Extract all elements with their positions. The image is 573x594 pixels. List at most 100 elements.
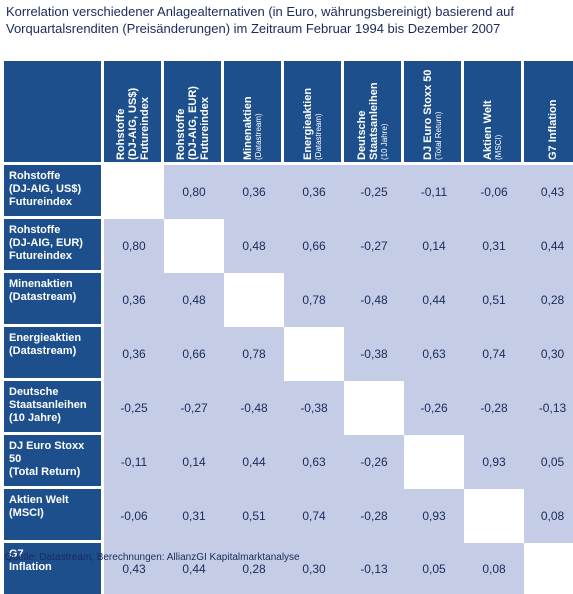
correlation-value: 0,74 (302, 509, 326, 523)
row-header-label: Rohstoffe (9, 170, 61, 182)
correlation-cell: -0,13 (344, 543, 404, 594)
column-header-label: G7 Inflation (546, 99, 559, 160)
row-header-label: Futureindex (9, 250, 72, 262)
column-header-label: Minenaktien (241, 95, 254, 160)
title-line-2: Vorquartalsrenditen (Preisänderungen) im… (6, 21, 501, 36)
correlation-cell: -0,27 (164, 381, 224, 435)
correlation-value: -0,28 (360, 509, 388, 523)
correlation-cell: 0,48 (224, 219, 284, 273)
column-header-text: Rohstoffe (DJ-AIG, EUR) Futureindex (175, 64, 211, 160)
correlation-value: 0,44 (242, 455, 266, 469)
correlation-value: 0,08 (482, 561, 506, 576)
correlation-cell: 0,93 (464, 435, 524, 489)
column-header-text: Energieaktien (Datastream) (302, 64, 324, 160)
correlation-cell: 0,43 (104, 543, 164, 594)
column-header-label: Rohstoffe (114, 108, 127, 160)
column-header: G7 Inflation (524, 61, 573, 162)
column-header-text: Deutsche Staatsanleihen (10 Jahre) (356, 64, 390, 160)
correlation-value: 0,14 (422, 239, 446, 253)
correlation-cell: 0,44 (224, 435, 284, 489)
correlation-value: -0,25 (120, 401, 148, 415)
row-header: Aktien Welt (MSCI) (4, 489, 101, 540)
row-header: G7 Inflation (4, 543, 101, 594)
correlation-value: 0,44 (182, 561, 206, 576)
row-header-label: (Datastream) (9, 345, 77, 357)
correlation-value: 0,28 (540, 293, 565, 307)
row-header-label: Deutsche (9, 386, 59, 398)
row-header-label: Energieaktien (9, 332, 82, 344)
column-header-text: DJ Euro Stoxx 50 (Total Return) (422, 64, 444, 159)
column-header-label: Rohstoffe (174, 108, 187, 160)
correlation-value: 0,31 (182, 509, 206, 523)
correlation-cell: 0,78 (224, 327, 284, 381)
correlation-value: 0,36 (122, 293, 146, 307)
correlation-cell: 0,14 (404, 219, 464, 273)
correlation-value: -0,48 (360, 293, 388, 307)
diagonal-cell (524, 543, 573, 594)
correlation-value: 0,93 (422, 509, 446, 523)
title-line-1: Korrelation verschiedener Anlagealternat… (6, 4, 515, 19)
row-header-label: Aktien Welt (9, 494, 69, 506)
correlation-cell: -0,48 (224, 381, 284, 435)
correlation-cell: 0,78 (284, 273, 344, 327)
correlation-value: -0,11 (120, 455, 148, 469)
source-note: Quelle: Datastream, Berechnungen: Allian… (5, 552, 300, 563)
correlation-value: 0,80 (182, 185, 206, 199)
row-header-label: Minenaktien (9, 278, 73, 290)
column-header-text: Minenaktien (Datastream) (242, 64, 264, 160)
correlation-cell: 0,51 (224, 489, 284, 543)
correlation-value: -0,48 (240, 401, 268, 415)
correlation-cell: -0,26 (344, 435, 404, 489)
correlation-cell: 0,30 (524, 327, 573, 381)
correlation-value: -0,06 (480, 185, 508, 199)
correlation-cell: -0,11 (104, 435, 164, 489)
correlation-value: 0,43 (122, 561, 146, 576)
correlation-cell: 0,74 (284, 489, 344, 543)
diagonal-cell (284, 327, 341, 378)
row-header-label: Rohstoffe (9, 224, 61, 236)
correlation-value: 0,51 (482, 293, 506, 307)
diagonal-cell (224, 273, 281, 324)
column-header-label: Staatsanleihen (367, 81, 380, 160)
correlation-cell: 0,05 (404, 543, 464, 594)
correlation-cell: 0,66 (164, 327, 224, 381)
correlation-cell: 0,28 (524, 273, 573, 327)
table-corner (4, 61, 101, 162)
correlation-value: 0,31 (482, 239, 506, 253)
correlation-value: 0,74 (482, 347, 506, 361)
correlation-value: -0,27 (360, 239, 388, 253)
row-header-label: Inflation (9, 561, 52, 573)
correlation-cell: 0,44 (164, 543, 224, 594)
correlation-cell: 0,63 (284, 435, 344, 489)
correlation-cell: 0,48 (164, 273, 224, 327)
row-header-label: (10 Jahre) (9, 412, 61, 424)
correlation-value: 0,36 (242, 185, 266, 199)
correlation-cell: 0,30 (284, 543, 344, 594)
correlation-value: -0,11 (420, 185, 448, 199)
correlation-cell: 0,08 (524, 489, 573, 543)
correlation-value: 0,78 (302, 293, 326, 307)
correlation-cell: 0,93 (404, 489, 464, 543)
row-header: Minenaktien (Datastream) (4, 273, 101, 324)
correlation-cell: -0,28 (464, 381, 524, 435)
diagonal-cell (164, 219, 221, 270)
correlation-cell: 0,36 (104, 327, 164, 381)
correlation-cell: 0,66 (284, 219, 344, 273)
correlation-cell: -0,13 (524, 381, 573, 435)
correlation-cell: 0,43 (524, 165, 573, 219)
column-header-text: G7 Inflation (547, 64, 559, 160)
correlation-value: 0,80 (122, 239, 146, 253)
correlation-cell: -0,06 (104, 489, 164, 543)
correlation-cell: -0,38 (344, 327, 404, 381)
correlation-value: -0,38 (300, 401, 328, 415)
correlation-value: -0,26 (420, 401, 448, 415)
column-header: Minenaktien (Datastream) (224, 61, 281, 162)
row-header-label: (MSCI) (9, 507, 44, 519)
correlation-cell: -0,26 (404, 381, 464, 435)
column-header-label: Futureindex (138, 96, 151, 160)
correlation-value: 0,14 (182, 455, 206, 469)
column-header-sublabel: (Datastream) (313, 112, 323, 160)
column-header: Deutsche Staatsanleihen (10 Jahre) (344, 61, 401, 162)
correlation-value: -0,27 (180, 401, 208, 415)
correlation-cell: 0,31 (164, 489, 224, 543)
